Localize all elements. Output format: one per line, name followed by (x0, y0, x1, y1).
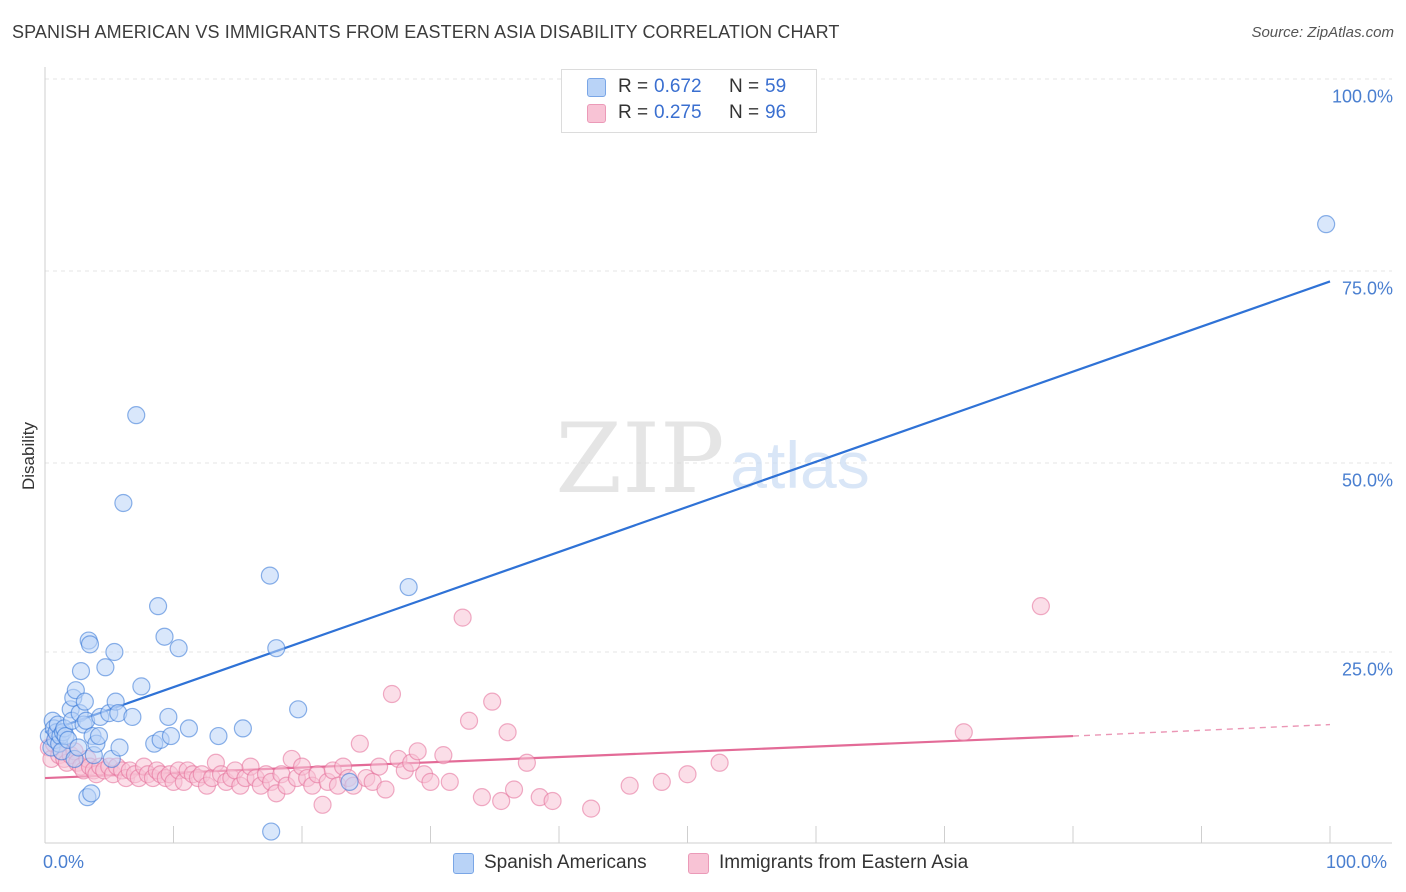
axes (44, 67, 1392, 844)
point-eastern-asia (543, 791, 562, 811)
point-spanish-americans (289, 700, 308, 719)
grid-lines (45, 78, 1392, 653)
point-eastern-asia (440, 772, 459, 791)
point-spanish-americans (123, 707, 142, 727)
point-eastern-asia (370, 757, 389, 776)
point-spanish-americans (179, 719, 199, 738)
point-eastern-asia (459, 711, 479, 730)
point-spanish-americans (69, 738, 88, 757)
point-spanish-americans (96, 658, 115, 677)
point-eastern-asia (483, 692, 502, 711)
watermark-zip: ZIP (555, 403, 724, 515)
point-spanish-americans (155, 627, 174, 646)
data-points (39, 215, 1336, 841)
point-spanish-americans (114, 493, 133, 513)
chart-title: SPANISH AMERICAN VS IMMIGRANTS FROM EAST… (12, 22, 840, 42)
point-spanish-americans (71, 661, 91, 681)
point-eastern-asia (408, 742, 427, 761)
point-eastern-asia (678, 765, 697, 784)
legend-r-value: 0.275 (654, 102, 702, 123)
legend: R = 0.672 N = 59 R = 0.275 N = 96 (561, 69, 817, 133)
point-spanish-americans (132, 677, 151, 696)
point-eastern-asia (710, 753, 729, 772)
legend-r-label: R = (618, 102, 649, 123)
point-eastern-asia (350, 734, 369, 753)
point-eastern-asia (652, 772, 671, 791)
point-eastern-asia (1031, 597, 1050, 616)
point-eastern-asia (517, 753, 536, 772)
legend-row-spanish-americans: R = 0.672 N = 59 (587, 76, 786, 98)
bottom-legend-swatch-blue (453, 852, 474, 874)
legend-swatch-pink (587, 103, 606, 123)
point-eastern-asia (504, 780, 524, 799)
point-eastern-asia (421, 772, 440, 791)
point-eastern-asia (382, 684, 402, 704)
point-spanish-americans (399, 577, 418, 597)
point-eastern-asia (582, 799, 601, 818)
y-tick-label: 25.0% (1341, 659, 1393, 680)
bottom-legend-label: Spanish Americans (484, 852, 647, 873)
point-spanish-americans (209, 726, 228, 746)
trend-line-spanish-americans (44, 280, 1331, 734)
point-eastern-asia (472, 788, 491, 807)
y-tick-label: 100.0% (1331, 86, 1393, 107)
bottom-legend-label: Immigrants from Eastern Asia (719, 852, 969, 873)
point-spanish-americans (80, 635, 100, 654)
trend-extension-dashed (1072, 723, 1331, 737)
chart-source: Source: ZipAtlas.com (1251, 24, 1394, 41)
x-tick-label-min: 0.0% (43, 852, 85, 872)
point-eastern-asia (954, 723, 973, 742)
x-tick-label-max: 100.0% (1326, 852, 1388, 872)
point-eastern-asia (376, 780, 395, 799)
legend-r-label: R = (618, 76, 649, 97)
bottom-legend-swatch-pink (688, 852, 709, 874)
legend-r-value: 0.672 (654, 76, 702, 97)
bottom-legend-spanish-americans: Spanish Americans (453, 852, 647, 874)
point-eastern-asia (313, 795, 332, 814)
point-spanish-americans (1317, 215, 1336, 234)
legend-swatch-blue (587, 77, 606, 97)
point-spanish-americans (105, 642, 124, 662)
point-spanish-americans (169, 639, 188, 658)
point-spanish-americans (89, 726, 109, 746)
y-tick-label: 50.0% (1341, 470, 1393, 491)
point-spanish-americans (340, 772, 359, 791)
legend-n-value: 59 (765, 76, 787, 97)
point-spanish-americans (75, 692, 94, 711)
y-tick-label: 75.0% (1341, 278, 1393, 299)
trend-lines (44, 280, 1331, 780)
legend-n-label: N = (729, 76, 760, 97)
point-spanish-americans (262, 822, 281, 841)
point-spanish-americans (127, 406, 146, 425)
point-spanish-americans (110, 738, 129, 757)
point-eastern-asia (453, 608, 472, 627)
point-eastern-asia (498, 723, 517, 742)
point-spanish-americans (148, 597, 168, 616)
watermark-atlas: atlas (730, 428, 869, 502)
point-spanish-americans (260, 566, 279, 585)
y-axis-label: Disability (19, 421, 38, 491)
bottom-legend-eastern-asia: Immigrants from Eastern Asia (688, 852, 968, 874)
point-spanish-americans (82, 784, 101, 803)
legend-row-eastern-asia: R = 0.275 N = 96 (587, 102, 786, 124)
point-spanish-americans (159, 707, 178, 727)
legend-n-label: N = (729, 102, 760, 123)
point-eastern-asia (434, 746, 453, 765)
legend-n-value: 96 (765, 102, 787, 123)
point-eastern-asia (492, 791, 511, 811)
point-eastern-asia (620, 776, 639, 795)
point-spanish-americans (233, 719, 252, 738)
point-spanish-americans (267, 639, 286, 658)
point-spanish-americans (161, 726, 181, 746)
